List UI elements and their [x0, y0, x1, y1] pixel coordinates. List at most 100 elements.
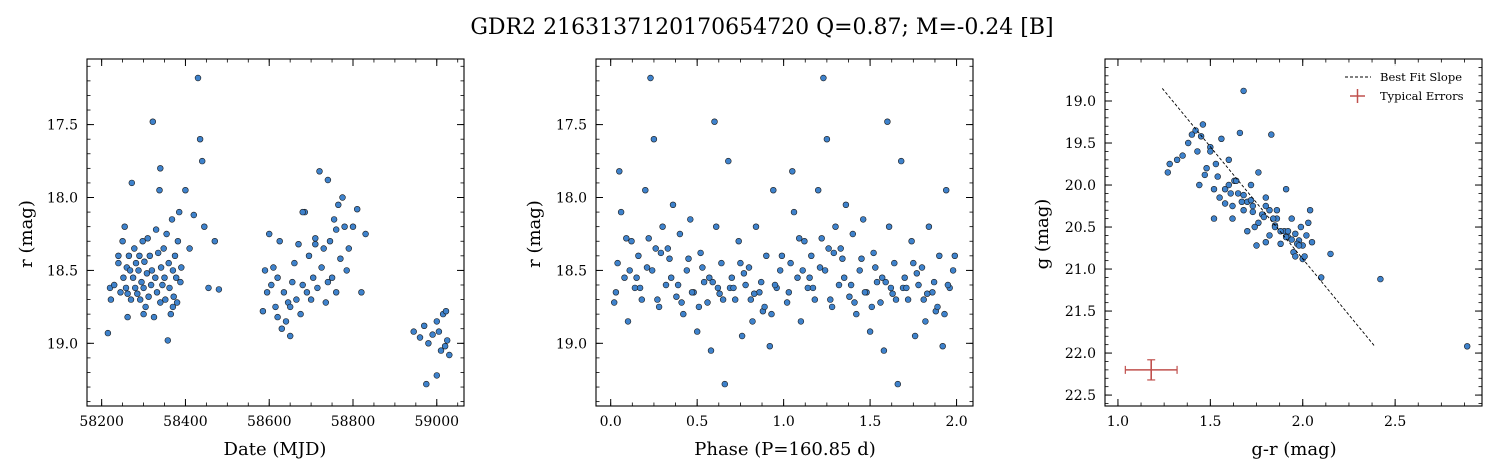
data-point [1377, 275, 1384, 283]
data-point [814, 187, 822, 194]
data-point [1262, 202, 1270, 210]
data-point [728, 274, 735, 281]
data-point [870, 249, 877, 257]
data-point [806, 274, 813, 281]
data-point [882, 278, 889, 286]
data-point [816, 264, 824, 271]
data-point [915, 281, 922, 289]
data-point [268, 281, 275, 289]
data-point [173, 274, 180, 281]
data-point [117, 289, 124, 296]
panel-phased-curve-plot-area: 0.0 0.5 1.0 1.5 2.0 17.5 18.0 18.5 19.0 [556, 58, 974, 430]
data-point [282, 318, 290, 325]
data-point [152, 274, 159, 281]
data-point [122, 284, 130, 292]
data-point [171, 252, 179, 260]
data-point [1305, 219, 1312, 227]
data-point [1255, 219, 1262, 227]
data-point [199, 157, 206, 165]
data-point [345, 245, 352, 252]
data-point [795, 235, 803, 242]
data-point [324, 176, 332, 184]
data-point [1317, 274, 1325, 281]
data-point [918, 264, 926, 271]
data-point [1229, 215, 1236, 222]
data-point [700, 278, 708, 286]
data-point [1277, 240, 1284, 248]
data-point [747, 296, 754, 303]
data-point [776, 267, 784, 274]
data-point [1194, 148, 1201, 155]
data-point [820, 74, 827, 82]
data-point [274, 274, 281, 281]
data-point [752, 223, 760, 230]
data-point [289, 278, 296, 286]
panel-phased-curve-xtick-label: 0.5 [686, 414, 708, 430]
data-point [153, 289, 161, 296]
panel-color-magnitude-frame [1104, 58, 1483, 407]
data-point [930, 278, 938, 286]
data-point [1282, 186, 1290, 193]
data-point [126, 267, 134, 274]
figure-title: GDR2 2163137120170654720 Q=0.87; M=-0.24… [470, 15, 1053, 40]
data-point [846, 293, 853, 300]
data-point [138, 278, 145, 286]
data-point [433, 372, 440, 379]
panel-color-magnitude-points [1124, 87, 1471, 381]
data-point [1203, 165, 1210, 172]
data-point [837, 245, 844, 252]
data-point [866, 328, 874, 335]
data-point [107, 296, 115, 303]
data-point [314, 284, 321, 292]
data-point [745, 264, 753, 271]
data-point [173, 299, 181, 306]
data-point [328, 274, 336, 281]
data-point [934, 303, 941, 311]
panel-color-magnitude-xtick-label: 1.5 [1199, 414, 1221, 430]
data-point [157, 299, 164, 306]
data-point [949, 267, 957, 274]
data-point [1188, 131, 1196, 138]
data-point [636, 284, 644, 292]
data-point [127, 296, 135, 303]
data-point [868, 303, 875, 311]
data-point [885, 223, 893, 230]
data-point [1249, 208, 1257, 216]
data-point [647, 74, 654, 82]
data-point [1277, 228, 1284, 235]
data-point [1244, 228, 1251, 235]
legend: Best Fit Slope Typical Errors [1332, 64, 1476, 108]
data-point [944, 281, 952, 289]
data-point [673, 293, 680, 300]
data-point [144, 235, 151, 242]
data-point [104, 329, 112, 337]
data-point [770, 187, 777, 194]
data-point [1292, 253, 1299, 260]
panel-color-magnitude-xtick-label: 2.5 [1384, 414, 1406, 430]
data-point [877, 299, 884, 306]
data-point [704, 299, 711, 306]
data-point [211, 238, 219, 245]
data-point [1210, 186, 1218, 193]
data-point [320, 245, 327, 252]
panel-color-magnitude-ylabel: g (mag) [1032, 199, 1053, 270]
data-point [1214, 173, 1221, 180]
data-point [699, 264, 706, 271]
data-point [1273, 207, 1281, 214]
data-point [685, 255, 692, 262]
panel-phased-curve-ylabel: r (mag) [524, 200, 545, 268]
data-point [1269, 215, 1277, 222]
data-point [423, 380, 430, 388]
data-point [697, 249, 704, 257]
data-point [143, 270, 151, 277]
data-point [446, 351, 453, 359]
data-point [750, 290, 758, 297]
data-point [259, 308, 267, 315]
data-point [783, 299, 791, 306]
data-point [678, 299, 685, 306]
data-point [818, 235, 825, 242]
data-point [635, 252, 642, 260]
data-point [624, 318, 632, 325]
panel-color-magnitude-ytick-label: 19.0 [1065, 94, 1096, 110]
